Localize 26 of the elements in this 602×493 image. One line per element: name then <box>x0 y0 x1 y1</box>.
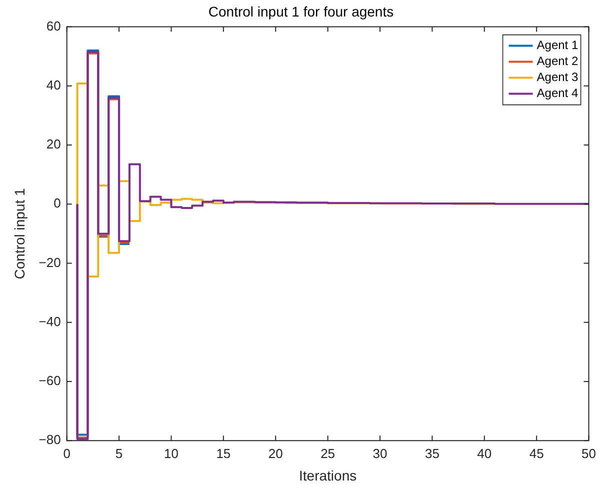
x-tick-label: 0 <box>63 446 70 461</box>
x-tick-label: 45 <box>529 446 544 461</box>
y-tick-label: 40 <box>46 77 61 92</box>
x-axis-title: Iterations <box>299 467 357 484</box>
x-tick-label: 30 <box>372 446 388 461</box>
y-axis-title: Control input 1 <box>11 188 28 280</box>
x-tick-label: 10 <box>164 446 178 461</box>
chart-title: Control input 1 for four agents <box>208 3 394 20</box>
y-tick-label: −80 <box>38 432 61 448</box>
y-tick-label: 60 <box>46 18 61 34</box>
legend-label: Agent 3 <box>536 70 578 84</box>
y-tick-label: −60 <box>38 373 61 388</box>
legend-label: Agent 4 <box>536 86 578 100</box>
x-tick-label: 40 <box>477 446 492 461</box>
y-tick-label: −40 <box>38 314 61 329</box>
y-tick-label: 20 <box>46 136 61 152</box>
x-tick-label: 25 <box>320 446 336 461</box>
x-tick-label: 50 <box>582 446 596 461</box>
x-tick-label: 15 <box>216 446 231 461</box>
y-tick-label: −20 <box>38 254 61 270</box>
legend-label: Agent 1 <box>536 38 578 52</box>
x-tick-label: 35 <box>424 446 440 461</box>
x-tick-label: 5 <box>115 446 123 461</box>
x-tick-label: 20 <box>268 446 283 461</box>
legend-label: Agent 2 <box>536 54 578 68</box>
y-tick-label: 0 <box>54 196 61 211</box>
